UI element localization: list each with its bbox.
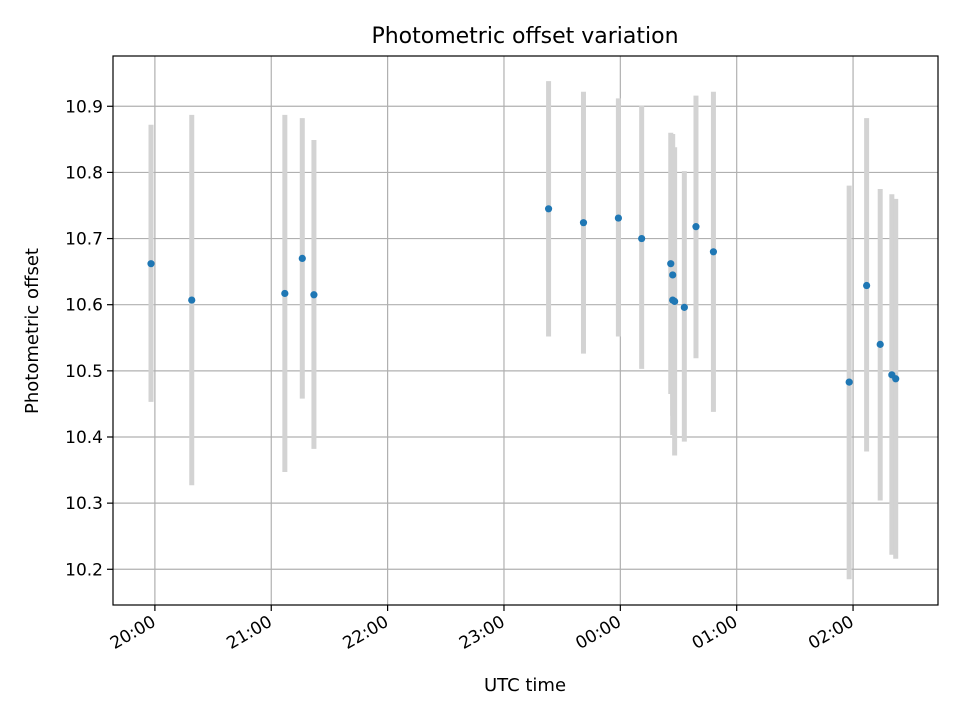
y-axis-ticks: 10.2 10.3 10.4 10.5 10.6 10.7 10.8 10.9 [65,97,113,580]
y-axis-label: Photometric offset [22,248,43,414]
data-point [876,340,884,348]
y-tick-label: 10.6 [65,296,103,316]
data-point [188,296,196,304]
y-tick-label: 10.4 [65,428,103,448]
data-point [667,260,675,268]
data-point [544,205,553,213]
y-tick-label: 10.8 [65,163,103,183]
data-point [638,234,646,243]
y-tick-label: 10.7 [65,230,103,250]
chart-title: Photometric offset variation [371,24,678,49]
axes-frame [112,55,939,606]
data-point [692,223,700,231]
y-tick-label: 10.3 [65,494,103,514]
data-point [671,297,679,305]
data-point [863,281,871,290]
data-point [579,219,588,227]
data-point [614,214,622,222]
data-point [892,375,900,383]
data-point [669,271,677,279]
data-point [709,248,718,256]
data-point [680,303,688,311]
data-point [281,289,289,298]
data-point [298,254,306,263]
y-tick-label: 10.9 [65,97,103,117]
data-point [310,291,318,299]
data-point [845,378,853,386]
y-tick-label: 10.2 [65,560,103,580]
x-axis-label: UTC time [484,675,566,696]
data-points [147,205,900,386]
y-tick-label: 10.5 [65,362,103,382]
data-point [147,260,155,268]
